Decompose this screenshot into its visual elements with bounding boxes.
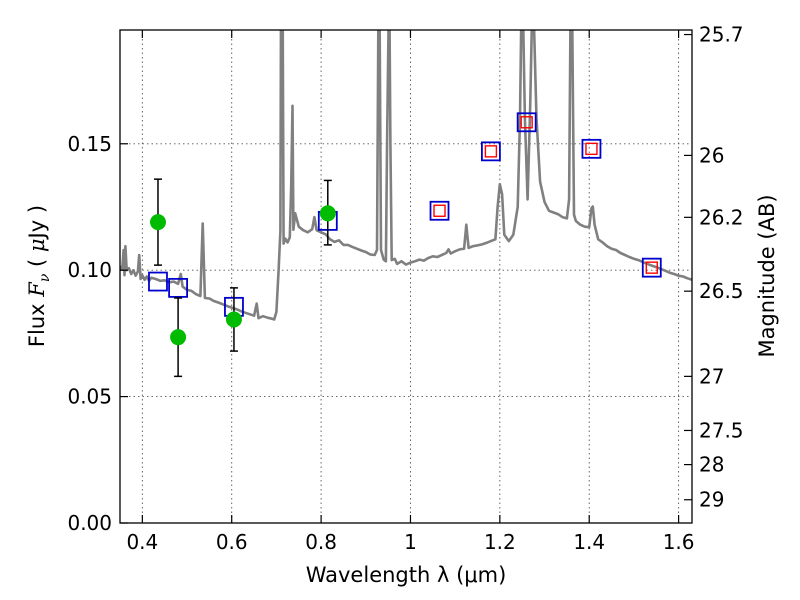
plot-frame [119,29,693,524]
grid-layer [120,30,692,524]
model-photometry-marker [148,271,168,292]
right-tick-label: 27 [699,364,724,388]
y-axis-label-part: ν [37,273,53,282]
x-tick-label: 0.4 [126,530,158,554]
model-photometry-marker [581,138,602,159]
observed-flux-point [225,311,242,328]
ticks-layer: 0.4 0.6 0.8 1 1.2 1.4 1.6 0.00 0.05 0.10 0.15 25.7 2… [67,23,743,554]
plot-area [120,30,692,378]
x-tick-label: 1.6 [663,530,695,554]
model-photometry-marker [481,141,501,162]
observed-photometry-marker [585,142,598,156]
observed-flux-point [170,329,187,346]
x-tick-label: 1.2 [484,530,516,554]
right-axis-label: Magnitude (AB) [755,194,779,357]
x-tick-label: 0.8 [305,530,337,554]
model-photometry-marker [168,277,188,298]
model-photometry-marker [516,112,537,133]
observed-photometry-marker [645,261,658,274]
y-axis-label: Flux Fν ( μJy ) [25,205,53,347]
model-photometry-marker [641,257,662,278]
observed-photometry-marker [433,204,446,217]
right-tick-label: 26.5 [699,279,744,303]
right-tick-label: 28 [699,453,724,477]
y-axis-label-part: ( [25,252,49,274]
right-tick-label: 29 [699,488,724,512]
y-axis-label-part: Flux [25,297,49,347]
y-tick-label: 0.15 [67,132,112,156]
right-tick-label: 27.5 [699,418,744,442]
y-axis-label-part: F [25,281,49,298]
model-photometry-marker [429,200,450,221]
y-tick-label: 0.05 [67,385,112,409]
y-axis-label-part: Jy ) [25,205,49,241]
y-tick-label: 0.00 [67,511,112,535]
y-axis-label-part: μ [25,238,49,252]
right-tick-label: 25.7 [699,23,744,47]
observed-photometry-marker [520,116,533,129]
right-tick-label: 26.2 [699,205,744,229]
model-spectrum-line [120,30,692,321]
observed-flux-point [319,205,336,222]
x-axis-label: Wavelength λ (μm) [306,563,507,587]
observed-photometry-marker [484,145,498,158]
x-tick-label: 1 [404,530,417,554]
y-tick-label: 0.10 [67,258,112,282]
x-tick-label: 0.6 [216,530,248,554]
x-tick-label: 1.4 [573,530,605,554]
observed-flux-point [149,214,166,231]
right-tick-label: 26 [699,143,724,167]
